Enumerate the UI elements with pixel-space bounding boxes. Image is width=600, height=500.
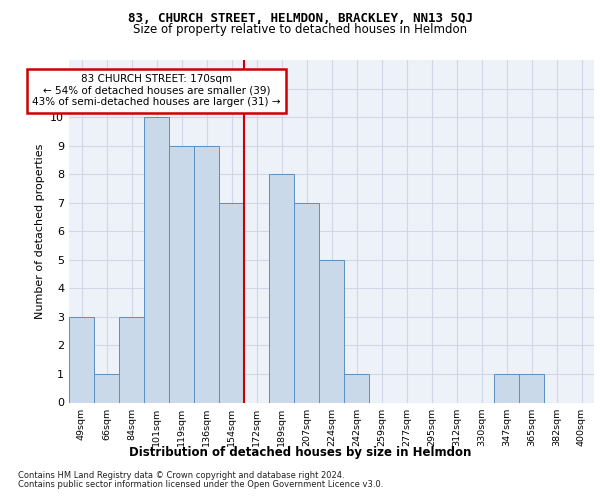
Text: Contains HM Land Registry data © Crown copyright and database right 2024.: Contains HM Land Registry data © Crown c…	[18, 471, 344, 480]
Text: Size of property relative to detached houses in Helmdon: Size of property relative to detached ho…	[133, 22, 467, 36]
Bar	[494, 374, 519, 402]
Bar	[344, 374, 369, 402]
Bar	[219, 202, 244, 402]
Bar	[269, 174, 294, 402]
Text: Distribution of detached houses by size in Helmdon: Distribution of detached houses by size …	[129, 446, 471, 459]
Bar	[69, 317, 94, 402]
Y-axis label: Number of detached properties: Number of detached properties	[35, 144, 44, 319]
Bar	[294, 202, 319, 402]
Text: 83, CHURCH STREET, HELMDON, BRACKLEY, NN13 5QJ: 83, CHURCH STREET, HELMDON, BRACKLEY, NN…	[128, 12, 473, 26]
Bar	[319, 260, 344, 402]
Text: 83 CHURCH STREET: 170sqm
← 54% of detached houses are smaller (39)
43% of semi-d: 83 CHURCH STREET: 170sqm ← 54% of detach…	[32, 74, 281, 108]
Bar	[519, 374, 544, 402]
Bar	[169, 146, 194, 402]
Bar	[94, 374, 119, 402]
Bar	[194, 146, 219, 402]
Bar	[144, 117, 169, 403]
Bar	[119, 317, 144, 402]
Text: Contains public sector information licensed under the Open Government Licence v3: Contains public sector information licen…	[18, 480, 383, 489]
